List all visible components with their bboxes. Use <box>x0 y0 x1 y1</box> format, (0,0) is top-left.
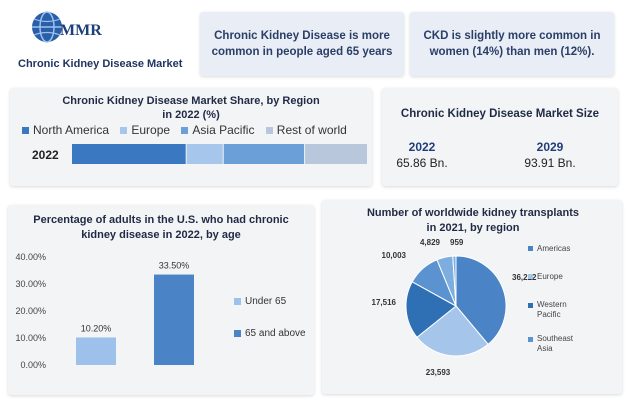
region-share-bar <box>72 144 367 164</box>
y-tick-label: 20.00% <box>15 306 46 316</box>
legend-swatch <box>528 246 533 252</box>
bar-under-65 <box>76 337 116 365</box>
legend-label: Europe <box>131 123 171 137</box>
bar-segment-rest-of-world <box>305 144 367 164</box>
fact-text-2: CKD is slightly more common in women (14… <box>423 30 601 58</box>
legend-label: 65 and above <box>245 328 306 339</box>
legend-swatch <box>265 127 273 135</box>
legend-item-europe: Europe <box>528 272 618 282</box>
legend-item-europe: Europe <box>120 123 170 137</box>
market-size-2029: 2029 93.91 Bn. <box>506 140 594 170</box>
legend-swatch <box>528 337 533 342</box>
legend-item-rest-of-world: Rest of world <box>265 123 347 137</box>
market-size-title: Chronic Kidney Disease Market Size <box>400 108 600 120</box>
y-tick-label: 40.00% <box>15 252 46 262</box>
y-tick-label: 30.00% <box>15 279 46 289</box>
brand-title: Chronic Kidney Disease Market <box>18 58 183 70</box>
legend-label: Southeast Asia <box>537 334 574 353</box>
pie-slice-western-pacific <box>405 281 457 339</box>
legend-swatch <box>22 127 29 135</box>
globe-icon <box>32 11 62 43</box>
bar-value-label: 10.20% <box>81 323 112 333</box>
bar-segment-europe <box>186 144 223 164</box>
legend-label: North America <box>33 123 110 137</box>
bar-segment-north-america <box>72 144 186 164</box>
legend-swatch <box>234 297 241 305</box>
pie-value-label: 23,593 <box>426 368 451 377</box>
y-tick-label: 10.00% <box>15 333 46 343</box>
age-chart-title: Percentage of adults in the U.S. who had… <box>33 214 289 241</box>
pie-slice-americas <box>455 255 507 346</box>
legend-item-65-and-above: 65 and above <box>234 327 306 341</box>
legend-item-under-65: Under 65 <box>234 295 306 309</box>
legend-label: Americas <box>537 244 571 253</box>
legend-item-north-america: North America <box>22 123 109 137</box>
bar-segment-asia-pacific <box>223 144 305 164</box>
market-size-2022: 2022 65.86 Bn. <box>382 140 462 170</box>
age-bar-chart: 0.00% 10.00% 20.00% 30.00% 40.00% 10.20% 33.50… <box>15 252 194 370</box>
bar-value-label: 33.50% <box>159 261 190 271</box>
legend-item-western-pacific: Western Pacific <box>528 300 618 320</box>
logo: MMR <box>30 10 110 46</box>
logo-text: MMR <box>60 22 102 39</box>
legend-swatch <box>528 274 533 280</box>
transplant-pie-chart: 36,222 23,593 17,516 10,003 4,829 959 <box>372 238 537 377</box>
fact-text-1: Chronic Kidney Disease is more common in… <box>211 30 393 58</box>
fact-box-2: CKD is slightly more common in women (14… <box>410 12 614 76</box>
market-size-panel: Chronic Kidney Disease Market Size 2022 … <box>382 88 618 186</box>
age-legend: Under 65 65 and above <box>234 295 306 341</box>
bar-65-and-above <box>154 274 194 365</box>
legend-swatch <box>120 127 128 135</box>
region-category-label: 2022 <box>32 148 59 162</box>
legend-label: Asia Pacific <box>192 123 255 137</box>
transplant-pie-panel: Number of worldwide kidney transplants i… <box>322 200 622 394</box>
market-value: 93.91 Bn. <box>524 156 576 170</box>
region-share-title: Chronic Kidney Disease Market Share, by … <box>62 95 320 121</box>
legend-label: Under 65 <box>245 296 287 307</box>
pie-value-label: 4,829 <box>420 238 441 247</box>
legend-swatch <box>234 329 241 337</box>
fact-box-1: Chronic Kidney Disease is more common in… <box>200 12 404 76</box>
age-chart-panel: Percentage of adults in the U.S. who had… <box>8 205 314 395</box>
pie-value-label: 959 <box>450 238 464 247</box>
market-year: 2022 <box>408 140 436 154</box>
legend-item-southeast-asia: Southeast Asia <box>528 334 618 354</box>
region-legend: North America Europe Asia Pacific Rest o… <box>22 123 347 137</box>
market-year: 2029 <box>536 140 564 154</box>
pie-slice <box>452 255 457 307</box>
pie-value-label: 10,003 <box>382 251 407 260</box>
pie-chart-title: Number of worldwide kidney transplants i… <box>366 207 580 234</box>
legend-label: Western Pacific <box>537 300 567 319</box>
legend-swatch <box>528 303 533 308</box>
legend-item-asia-pacific: Asia Pacific <box>181 123 254 137</box>
legend-label: Rest of world <box>276 123 347 137</box>
legend-label: Europe <box>537 272 563 281</box>
pie-legend: Americas Europe Western Pacific Southeas… <box>528 244 618 354</box>
pie-value-label: 17,516 <box>372 298 397 307</box>
y-tick-label: 0.00% <box>20 360 46 370</box>
pie-value-label: 36,222 <box>512 273 537 282</box>
region-share-panel: Chronic Kidney Disease Market Share, by … <box>10 88 372 186</box>
pie-slice-europe <box>416 305 489 357</box>
legend-item-americas: Americas <box>528 244 618 254</box>
legend-swatch <box>181 127 189 135</box>
market-value: 65.86 Bn. <box>396 156 448 170</box>
